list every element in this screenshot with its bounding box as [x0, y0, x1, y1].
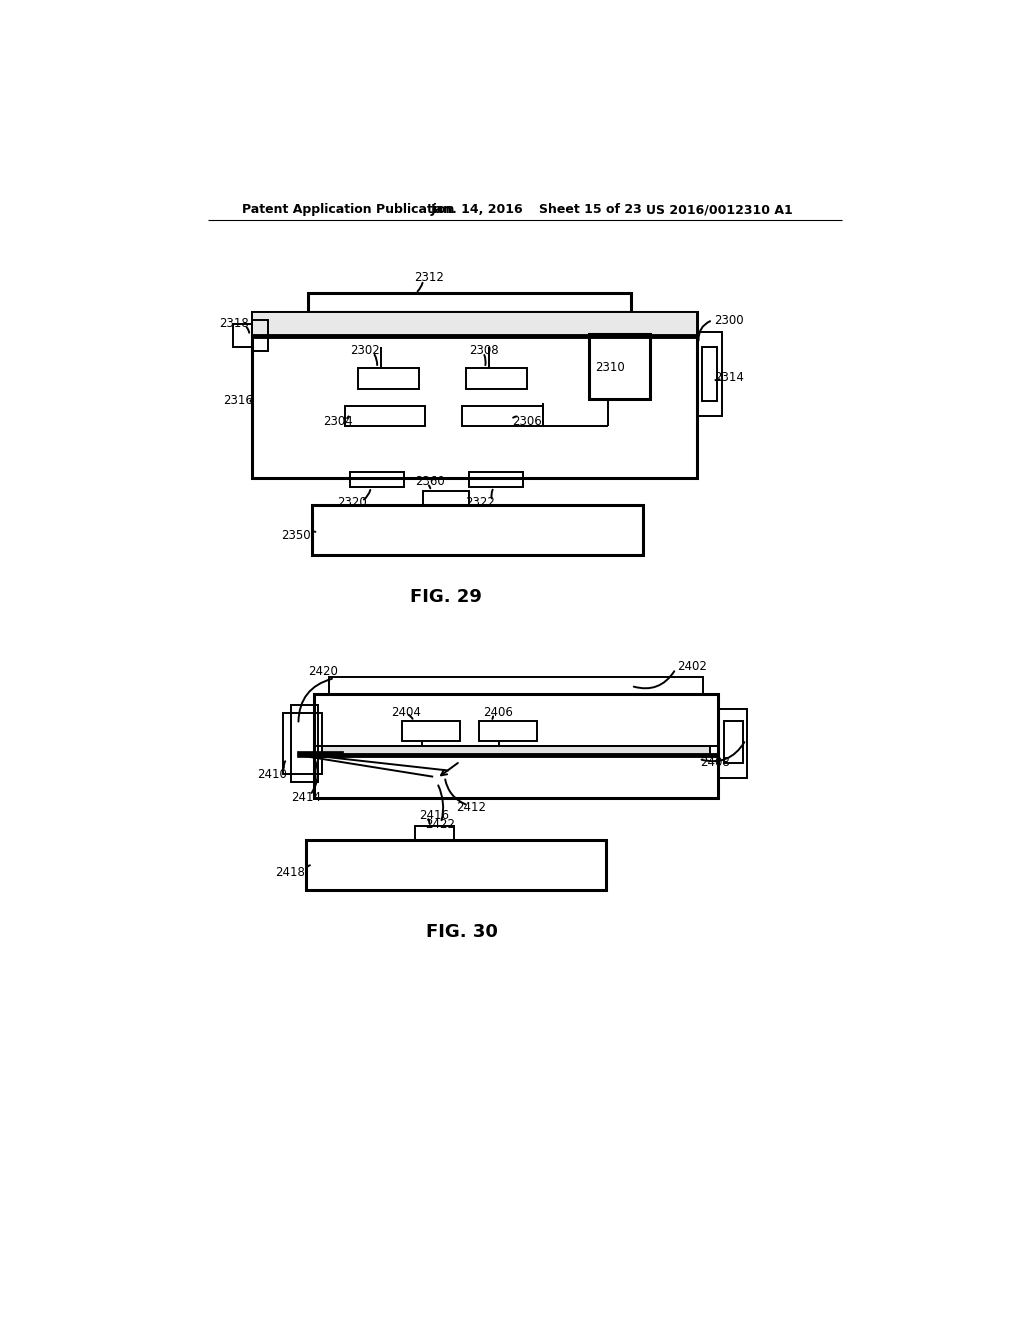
- Text: 2308: 2308: [469, 345, 499, 358]
- Text: 2414: 2414: [291, 791, 321, 804]
- Text: 2300: 2300: [714, 314, 743, 326]
- Bar: [330, 677, 702, 693]
- Bar: [724, 721, 743, 763]
- Bar: [350, 471, 403, 487]
- Text: 2310: 2310: [595, 360, 625, 374]
- Bar: [283, 713, 322, 775]
- Text: 2314: 2314: [714, 371, 744, 384]
- Bar: [311, 506, 643, 554]
- Bar: [357, 368, 419, 389]
- Bar: [252, 313, 697, 335]
- Bar: [718, 709, 748, 779]
- Bar: [466, 368, 527, 389]
- Bar: [233, 323, 252, 347]
- Bar: [479, 721, 538, 742]
- Bar: [297, 751, 343, 758]
- Text: 2420: 2420: [307, 665, 338, 678]
- Text: 2422: 2422: [425, 818, 456, 832]
- Text: 2306: 2306: [512, 416, 542, 428]
- Text: 2404: 2404: [391, 705, 421, 718]
- Bar: [701, 347, 717, 401]
- Bar: [402, 721, 460, 742]
- Text: 2418: 2418: [275, 866, 305, 879]
- Text: 2412: 2412: [457, 801, 486, 814]
- Bar: [322, 746, 711, 755]
- Bar: [252, 321, 267, 351]
- Text: US 2016/0012310 A1: US 2016/0012310 A1: [646, 203, 794, 216]
- Text: 2304: 2304: [323, 416, 353, 428]
- Text: Jan. 14, 2016: Jan. 14, 2016: [431, 203, 523, 216]
- Text: 2312: 2312: [414, 271, 443, 284]
- Bar: [697, 331, 722, 416]
- Bar: [307, 293, 631, 313]
- Bar: [423, 491, 469, 506]
- Text: 2302: 2302: [350, 345, 380, 358]
- Bar: [416, 826, 454, 840]
- Text: 2360: 2360: [416, 475, 445, 488]
- Text: Sheet 15 of 23: Sheet 15 of 23: [539, 203, 641, 216]
- Text: Patent Application Publication: Patent Application Publication: [243, 203, 455, 216]
- Text: 2316: 2316: [223, 395, 253, 408]
- Bar: [313, 693, 718, 797]
- Text: 2402: 2402: [677, 660, 708, 673]
- Bar: [252, 313, 697, 478]
- Text: 2322: 2322: [466, 496, 496, 510]
- Bar: [469, 471, 523, 487]
- Text: 2318: 2318: [219, 317, 249, 330]
- Text: 2406: 2406: [483, 705, 513, 718]
- Text: FIG. 29: FIG. 29: [411, 589, 482, 606]
- Bar: [306, 840, 606, 890]
- Bar: [291, 705, 317, 781]
- Bar: [589, 334, 650, 400]
- Bar: [462, 407, 543, 425]
- Text: 2350: 2350: [281, 529, 310, 543]
- Text: 2416: 2416: [419, 809, 450, 822]
- Text: FIG. 30: FIG. 30: [426, 923, 498, 941]
- Text: 2410: 2410: [258, 768, 288, 781]
- Text: 2408: 2408: [700, 756, 730, 770]
- Bar: [345, 407, 425, 425]
- Text: 2320: 2320: [337, 496, 367, 510]
